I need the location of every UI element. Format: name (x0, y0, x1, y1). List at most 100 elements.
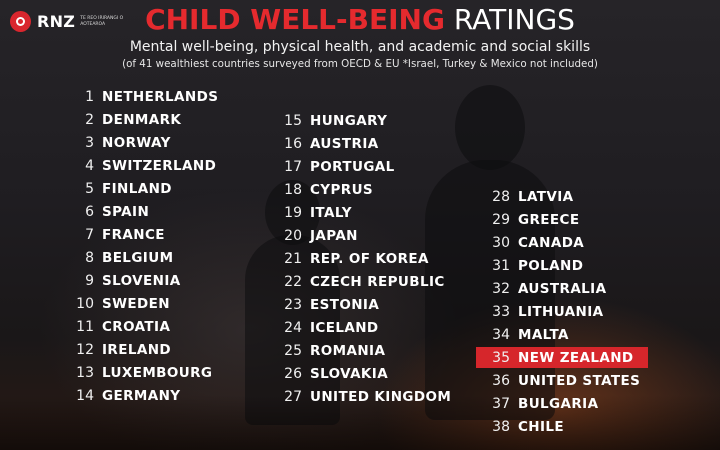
country-name: IRELAND (102, 341, 171, 358)
ranking-row: 14 GERMANY (60, 385, 180, 406)
country-name: UNITED STATES (518, 372, 641, 389)
rank-number: 8 (85, 249, 94, 266)
country-name: ITALY (310, 204, 352, 221)
rank-number: 16 (284, 135, 302, 152)
country-name: HUNGARY (310, 112, 388, 129)
ranking-row: 6 SPAIN (60, 201, 149, 222)
rank-number: 6 (85, 203, 94, 220)
rnz-logo: RNZ TE REO IRIRANGI O AOTEAROA (10, 11, 124, 32)
ranking-row: 9 SLOVENIA (60, 270, 181, 291)
ranking-row-highlighted: 35 NEW ZEALAND (476, 347, 648, 368)
rank-number: 30 (492, 234, 510, 251)
rank-number: 1 (85, 88, 94, 105)
country-name: DENMARK (102, 111, 182, 128)
ranking-row: 7 FRANCE (60, 224, 165, 245)
country-name: NEW ZEALAND (518, 349, 634, 366)
country-name: REP. OF KOREA (310, 250, 429, 267)
ranking-row: 32 AUSTRALIA (476, 278, 606, 299)
rank-number: 19 (284, 204, 302, 221)
country-name: ESTONIA (310, 296, 380, 313)
rnz-logo-icon (10, 11, 31, 32)
ranking-row: 12 IRELAND (60, 339, 171, 360)
country-name: POLAND (518, 257, 584, 274)
ranking-row: 33 LITHUANIA (476, 301, 604, 322)
ranking-row: 36 UNITED STATES (476, 370, 640, 391)
logo-subtext: TE REO IRIRANGI O AOTEAROA (80, 16, 124, 27)
rank-number: 5 (85, 180, 94, 197)
subtitle: Mental well-being, physical health, and … (129, 39, 591, 55)
country-name: PORTUGAL (310, 158, 395, 175)
ranking-row: 1 NETHERLANDS (60, 86, 218, 107)
rank-number: 34 (492, 326, 510, 343)
child-silhouette-head (265, 180, 320, 245)
rank-number: 14 (76, 387, 94, 404)
rank-number: 27 (284, 388, 302, 405)
child-silhouette-body (425, 160, 555, 420)
rank-number: 20 (284, 227, 302, 244)
country-name: BULGARIA (518, 395, 599, 412)
child-silhouette-head (455, 85, 525, 170)
country-name: FINLAND (102, 180, 172, 197)
ranking-row: 17 PORTUGAL (268, 156, 395, 177)
rank-number: 9 (85, 272, 94, 289)
rank-number: 29 (492, 211, 510, 228)
ranking-row: 3 NORWAY (60, 132, 171, 153)
rank-number: 4 (85, 157, 94, 174)
ranking-row: 2 DENMARK (60, 109, 181, 130)
country-name: LITHUANIA (518, 303, 604, 320)
country-name: ICELAND (310, 319, 379, 336)
country-name: MALTA (518, 326, 569, 343)
ranking-row: 24 ICELAND (268, 317, 379, 338)
rank-number: 7 (85, 226, 94, 243)
rank-number: 12 (76, 341, 94, 358)
rank-number: 2 (85, 111, 94, 128)
ranking-row: 16 AUSTRIA (268, 133, 379, 154)
rank-number: 3 (85, 134, 94, 151)
country-name: CANADA (518, 234, 585, 251)
ground-shadow (0, 395, 720, 450)
ranking-row: 30 CANADA (476, 232, 584, 253)
page-title: CHILD WELL-BEING RATINGS (0, 3, 720, 36)
survey-note: (of 41 wealthiest countries surveyed fro… (122, 58, 598, 70)
country-name: LUXEMBOURG (102, 364, 213, 381)
rank-number: 22 (284, 273, 302, 290)
rank-number: 26 (284, 365, 302, 382)
rank-number: 24 (284, 319, 302, 336)
country-name: AUSTRALIA (518, 280, 607, 297)
ranking-row: 19 ITALY (268, 202, 352, 223)
country-name: NETHERLANDS (102, 88, 219, 105)
ranking-row: 25 ROMANIA (268, 340, 385, 361)
ranking-row: 38 CHILE (476, 416, 564, 437)
country-name: SLOVENIA (102, 272, 181, 289)
country-name: SLOVAKIA (310, 365, 389, 382)
rank-number: 31 (492, 257, 510, 274)
ranking-row: 26 SLOVAKIA (268, 363, 388, 384)
rank-number: 28 (492, 188, 510, 205)
country-name: CROATIA (102, 318, 171, 335)
rank-number: 11 (76, 318, 94, 335)
ranking-row: 10 SWEDEN (60, 293, 170, 314)
rank-number: 32 (492, 280, 510, 297)
ranking-row: 28 LATVIA (476, 186, 574, 207)
ranking-row: 27 UNITED KINGDOM (268, 386, 451, 407)
ranking-row: 29 GREECE (476, 209, 579, 230)
rank-number: 35 (492, 349, 510, 366)
rank-number: 36 (492, 372, 510, 389)
rank-number: 13 (76, 364, 94, 381)
ranking-row: 5 FINLAND (60, 178, 172, 199)
child-silhouette-body (245, 235, 340, 425)
country-name: NORWAY (102, 134, 171, 151)
rank-number: 37 (492, 395, 510, 412)
ranking-row: 20 JAPAN (268, 225, 358, 246)
rank-number: 17 (284, 158, 302, 175)
title-highlight: CHILD WELL-BEING (145, 3, 445, 36)
ranking-row: 22 CZECH REPUBLIC (268, 271, 445, 292)
country-name: CHILE (518, 418, 565, 435)
country-name: AUSTRIA (310, 135, 379, 152)
ranking-row: 18 CYPRUS (268, 179, 373, 200)
country-name: FRANCE (102, 226, 165, 243)
country-name: ROMANIA (310, 342, 386, 359)
rank-number: 23 (284, 296, 302, 313)
ranking-row: 15 HUNGARY (268, 110, 387, 131)
